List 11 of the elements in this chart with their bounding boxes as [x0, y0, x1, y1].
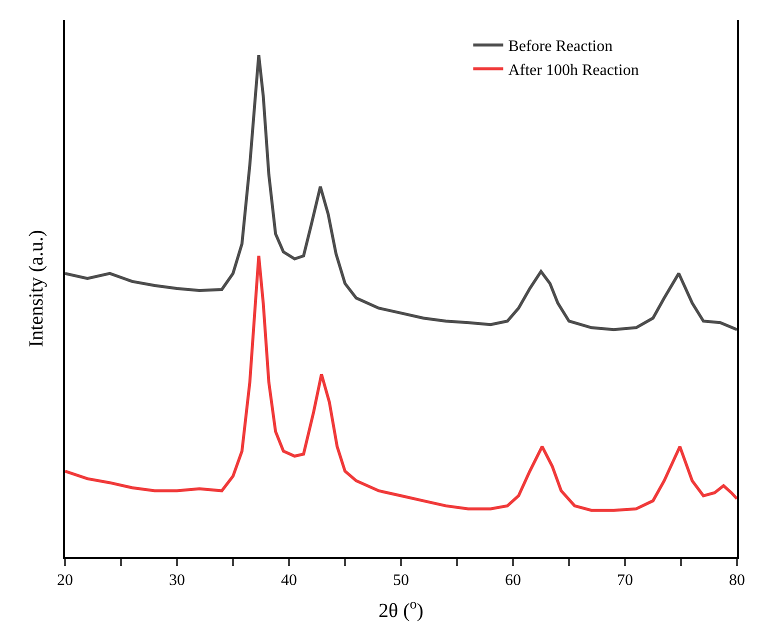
x-tick-label: 30 [169, 572, 185, 589]
y-axis-title: Intensity (a.u.) [25, 230, 48, 348]
x-tick-label: 70 [617, 572, 633, 589]
legend-label: After 100h Reaction [508, 62, 639, 79]
x-tick-label: 40 [281, 572, 297, 589]
x-tick-label: 60 [505, 572, 521, 589]
legend-label: Before Reaction [508, 38, 613, 56]
x-tick-label: 20 [57, 572, 73, 589]
x-tick-label: 50 [393, 572, 409, 589]
x-axis-title: 2θ ($^{o}$) [378, 598, 424, 622]
x-tick-label: 80 [729, 572, 745, 589]
